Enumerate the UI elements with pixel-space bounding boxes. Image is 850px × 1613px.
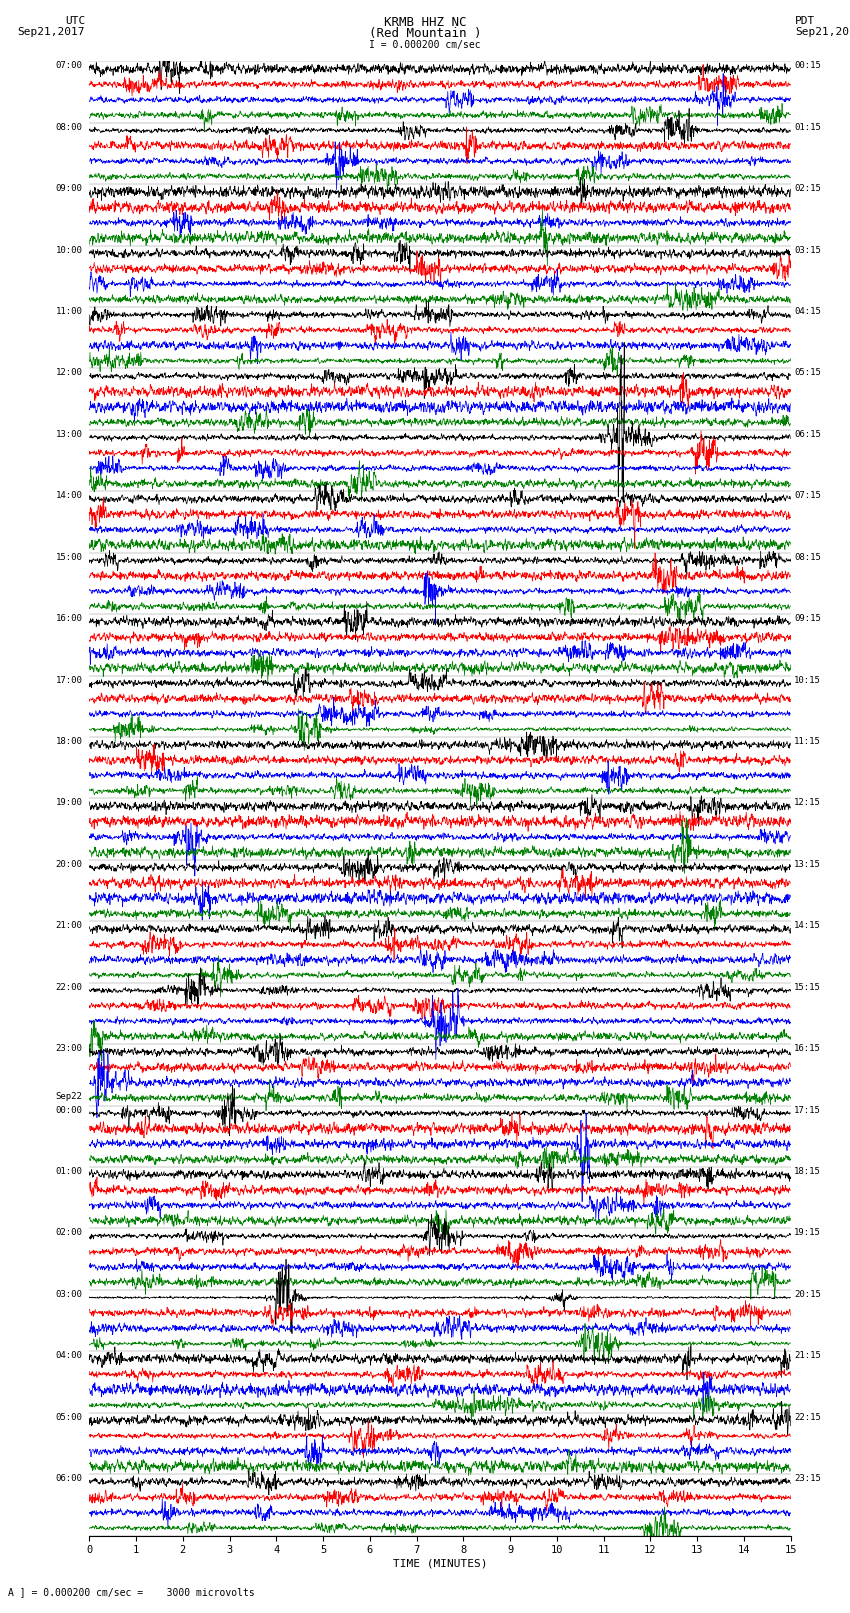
Text: KRMB HHZ NC: KRMB HHZ NC [383,16,467,29]
Text: 08:00: 08:00 [55,123,82,132]
Text: 20:15: 20:15 [794,1290,821,1298]
Text: 10:15: 10:15 [794,676,821,684]
Text: 17:15: 17:15 [794,1105,821,1115]
Text: 04:15: 04:15 [794,306,821,316]
Text: 11:15: 11:15 [794,737,821,745]
Text: 21:00: 21:00 [55,921,82,931]
Text: 12:15: 12:15 [794,798,821,808]
Text: 00:15: 00:15 [794,61,821,71]
Text: 07:15: 07:15 [794,492,821,500]
Text: 23:00: 23:00 [55,1044,82,1053]
Text: 20:00: 20:00 [55,860,82,869]
Text: 09:15: 09:15 [794,615,821,623]
Text: 00:00: 00:00 [55,1105,82,1115]
Text: 14:15: 14:15 [794,921,821,931]
X-axis label: TIME (MINUTES): TIME (MINUTES) [393,1558,487,1568]
Text: 03:00: 03:00 [55,1290,82,1298]
Text: I = 0.000200 cm/sec: I = 0.000200 cm/sec [369,40,481,50]
Text: 13:15: 13:15 [794,860,821,869]
Text: Sep21,2017: Sep21,2017 [18,27,85,37]
Text: 16:00: 16:00 [55,615,82,623]
Text: 02:15: 02:15 [794,184,821,194]
Text: 10:00: 10:00 [55,245,82,255]
Text: 23:15: 23:15 [794,1474,821,1482]
Text: A ] = 0.000200 cm/sec =    3000 microvolts: A ] = 0.000200 cm/sec = 3000 microvolts [8,1587,255,1597]
Text: 04:00: 04:00 [55,1352,82,1360]
Text: 03:15: 03:15 [794,245,821,255]
Text: 01:15: 01:15 [794,123,821,132]
Text: PDT: PDT [795,16,815,26]
Text: 08:15: 08:15 [794,553,821,561]
Text: 14:00: 14:00 [55,492,82,500]
Text: 13:00: 13:00 [55,431,82,439]
Text: (Red Mountain ): (Red Mountain ) [369,27,481,40]
Text: 19:15: 19:15 [794,1229,821,1237]
Text: 18:00: 18:00 [55,737,82,745]
Text: 12:00: 12:00 [55,368,82,377]
Text: 22:15: 22:15 [794,1413,821,1421]
Text: 19:00: 19:00 [55,798,82,808]
Text: 07:00: 07:00 [55,61,82,71]
Text: 15:00: 15:00 [55,553,82,561]
Text: 16:15: 16:15 [794,1044,821,1053]
Text: Sep21,2017: Sep21,2017 [795,27,850,37]
Text: 15:15: 15:15 [794,982,821,992]
Text: Sep22: Sep22 [55,1092,82,1102]
Text: 01:00: 01:00 [55,1168,82,1176]
Text: 06:15: 06:15 [794,431,821,439]
Text: 05:15: 05:15 [794,368,821,377]
Text: 09:00: 09:00 [55,184,82,194]
Text: 02:00: 02:00 [55,1229,82,1237]
Text: 17:00: 17:00 [55,676,82,684]
Text: 05:00: 05:00 [55,1413,82,1421]
Text: 06:00: 06:00 [55,1474,82,1482]
Text: 18:15: 18:15 [794,1168,821,1176]
Text: 11:00: 11:00 [55,306,82,316]
Text: 21:15: 21:15 [794,1352,821,1360]
Text: 22:00: 22:00 [55,982,82,992]
Text: UTC: UTC [65,16,85,26]
